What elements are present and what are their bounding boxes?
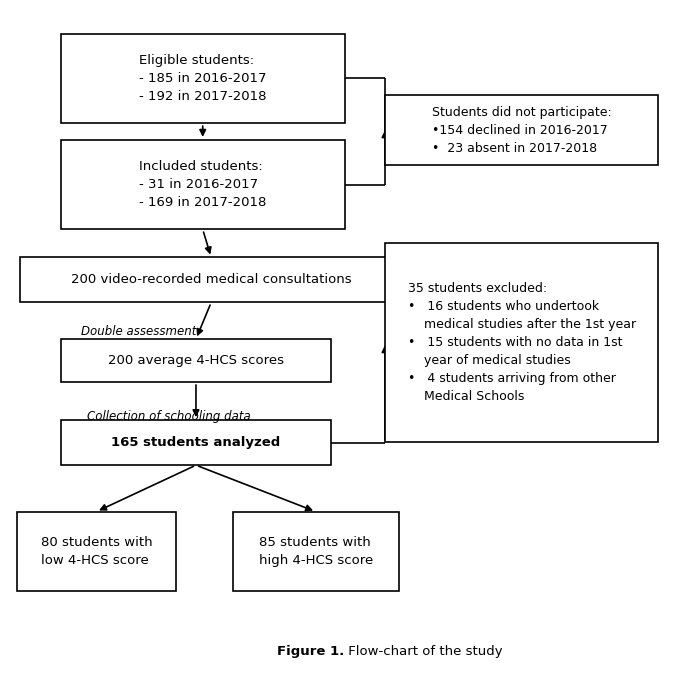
Text: Figure 1.: Figure 1. [277,645,344,658]
Text: Double assessment: Double assessment [81,325,196,338]
FancyBboxPatch shape [17,512,176,591]
FancyBboxPatch shape [61,33,344,123]
Text: 200 average 4-HCS scores: 200 average 4-HCS scores [108,354,284,367]
Text: 80 students with
low 4-HCS score: 80 students with low 4-HCS score [41,536,152,567]
FancyBboxPatch shape [385,243,659,442]
Text: Eligible students:
- 185 in 2016-2017
- 192 in 2017-2018: Eligible students: - 185 in 2016-2017 - … [139,54,267,103]
Text: 200 video-recorded medical consultations: 200 video-recorded medical consultations [71,273,351,286]
Text: Flow-chart of the study: Flow-chart of the study [344,645,503,658]
Text: 165 students analyzed: 165 students analyzed [112,436,280,449]
FancyBboxPatch shape [21,258,402,302]
FancyBboxPatch shape [61,420,331,465]
FancyBboxPatch shape [61,339,331,382]
Text: 85 students with
high 4-HCS score: 85 students with high 4-HCS score [258,536,373,567]
FancyBboxPatch shape [385,96,659,165]
Text: Students did not participate:
•154 declined in 2016-2017
•  23 absent in 2017-20: Students did not participate: •154 decli… [432,106,612,155]
FancyBboxPatch shape [233,512,398,591]
Text: Included students:
- 31 in 2016-2017
- 169 in 2017-2018: Included students: - 31 in 2016-2017 - 1… [139,160,267,209]
Text: 35 students excluded:
•   16 students who undertook
    medical studies after th: 35 students excluded: • 16 students who … [408,282,636,403]
FancyBboxPatch shape [61,140,344,229]
Text: Collection of schooling data: Collection of schooling data [87,410,251,422]
